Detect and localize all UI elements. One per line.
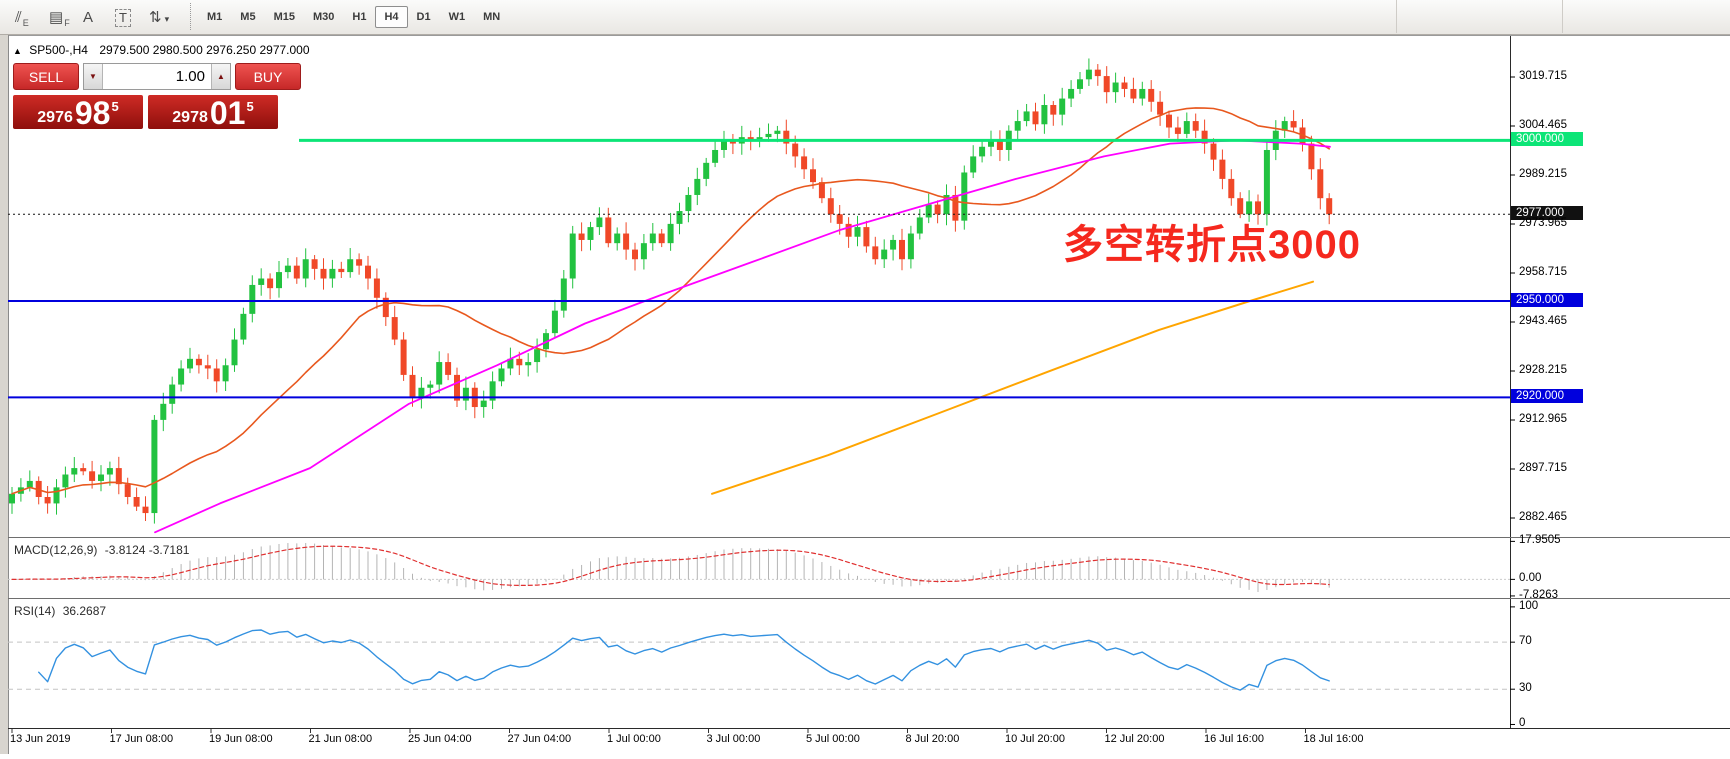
buy-price-sup: 5	[246, 99, 254, 114]
buy-button[interactable]: BUY	[235, 63, 301, 90]
sell-price-big: 98	[74, 95, 111, 131]
timeframe-button-w1[interactable]: W1	[448, 11, 466, 23]
timeframe-button-m15[interactable]: M15	[273, 11, 295, 23]
symbol-name: SP500-,H4	[29, 43, 88, 57]
ma-fast-line	[11, 107, 1330, 495]
volume-input[interactable]	[103, 64, 211, 89]
toolbar-groove	[1562, 0, 1563, 33]
equidistant-channel-icon[interactable]: ⫽ E	[15, 9, 29, 28]
rsi-value: 36.2687	[62, 604, 107, 618]
volume-decrease-button[interactable]: ▼	[84, 64, 103, 89]
sell-button[interactable]: SELL	[13, 63, 79, 90]
sell-price-sup: 5	[111, 99, 119, 114]
timeframe-button-m5[interactable]: M5	[240, 11, 256, 23]
timeframe-button-h1[interactable]: H1	[352, 11, 367, 23]
symbol-line: ▲ SP500-,H4 2979.500 2980.500 2976.250 2…	[13, 43, 310, 57]
timeframe-button-mn[interactable]: MN	[483, 11, 501, 23]
timeframe-button-m1[interactable]: M1	[207, 11, 223, 23]
symbol-ohlc: 2979.500 2980.500 2976.250 2977.000	[99, 43, 310, 57]
timeframe-button-d1[interactable]: D1	[416, 11, 431, 23]
timeframe-button-h4[interactable]: H4	[375, 6, 408, 28]
buy-price-display[interactable]: 2978 01 5	[148, 95, 278, 129]
rsi-line	[38, 629, 1330, 691]
macd-signal-line	[11, 545, 1330, 586]
macd-histogram	[20, 542, 1330, 593]
text-box-icon[interactable]: T	[112, 4, 134, 29]
timeframe-bar: M1 M5 M15 M30 H1 H4 D1 W1 MN	[198, 4, 509, 30]
text-label-icon[interactable]: A	[83, 9, 94, 26]
chart-annotation-text: 多空转折点3000	[1063, 223, 1361, 267]
rsi-name: RSI(14)	[14, 604, 56, 618]
timeframe-button-m30[interactable]: M30	[312, 11, 335, 23]
toolbar-groove	[1396, 0, 1397, 33]
spinner-down-icon: ▼	[89, 72, 97, 81]
fibo-grid-icon[interactable]: ▤ F	[49, 9, 70, 28]
spinner-up-icon: ▲	[217, 72, 225, 81]
one-click-trading-panel: ▲ SP500-,H4 2979.500 2980.500 2976.250 2…	[13, 43, 310, 129]
sell-price-small: 2976	[37, 109, 73, 126]
candlestick-series	[9, 58, 1333, 524]
toolbar: ⫽ E ▤ F A T ⇅ ▾ M1 M5 M15 M30 H1 H4 D1 W1 MN	[0, 0, 1730, 35]
macd-label: MACD(12,26,9) -3.8124 -3.7181	[14, 543, 189, 557]
symbol-up-triangle-icon: ▲	[13, 46, 22, 56]
sell-price-display[interactable]: 2976 98 5	[13, 95, 143, 129]
buy-price-small: 2978	[172, 109, 208, 126]
ma-slow-line	[711, 280, 1314, 495]
ma-mid-line	[154, 139, 1331, 534]
arrows-icon[interactable]: ⇅ ▾	[149, 9, 170, 26]
buy-price-big: 01	[209, 95, 246, 131]
rsi-label: RSI(14) 36.2687	[14, 604, 106, 618]
volume-spinner: ▼ ▲	[83, 63, 231, 90]
macd-name: MACD(12,26,9)	[14, 543, 98, 557]
window-left-margin	[0, 34, 8, 754]
volume-increase-button[interactable]: ▲	[211, 64, 230, 89]
toolbar-separator	[190, 3, 191, 30]
macd-values: -3.8124 -3.7181	[104, 543, 190, 557]
